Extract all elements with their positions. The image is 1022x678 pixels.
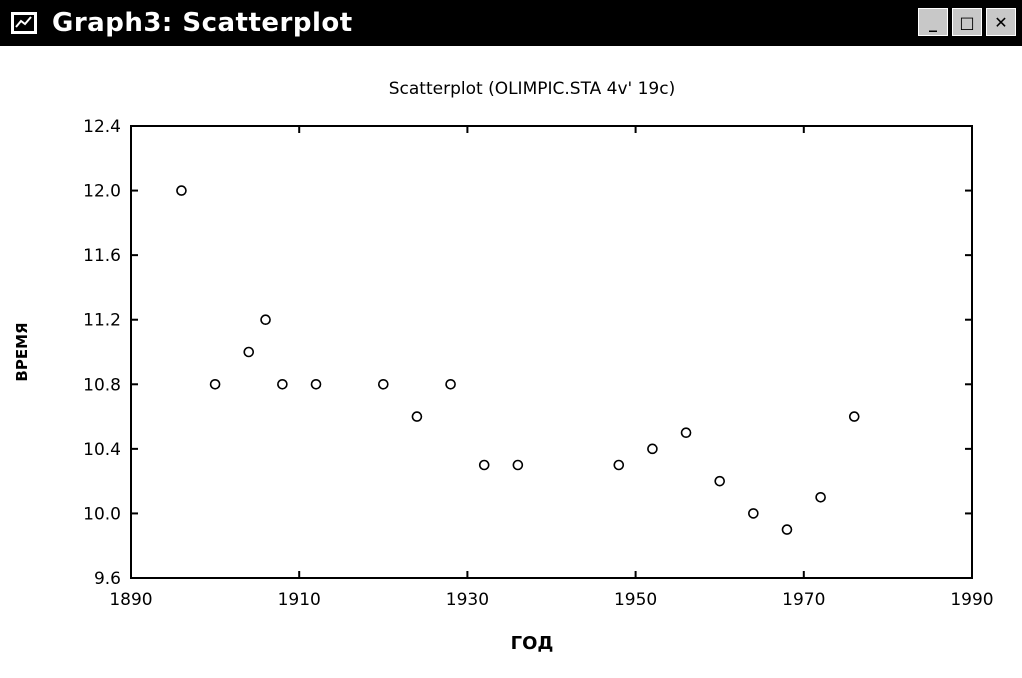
data-point: [377, 378, 389, 390]
data-point: [277, 378, 288, 390]
y-axis: 9.6 10.0 10.4 10.8 11.2 11.6 12.0 12.4: [83, 117, 972, 589]
data-point: [848, 411, 860, 422]
data-point: [478, 459, 490, 471]
y-tick-label: 12.4: [83, 117, 121, 137]
data-point: [445, 378, 456, 390]
data-point: [310, 378, 322, 390]
x-tick-label: 1970: [782, 590, 825, 610]
y-tick-label: 9.6: [94, 569, 121, 589]
chart-title: Scatterplot (OLIMPIC.STA 4v' 19c): [389, 79, 675, 99]
minimize-icon: _: [929, 12, 937, 32]
minimize-button[interactable]: _: [918, 8, 948, 36]
window-controls: _ □ ✕: [918, 8, 1016, 36]
y-tick-label: 10.0: [83, 504, 121, 524]
data-point: [781, 524, 793, 535]
close-button[interactable]: ✕: [986, 8, 1016, 36]
maximize-icon: □: [959, 12, 975, 32]
data-point: [613, 459, 625, 471]
y-tick-label: 10.4: [83, 440, 121, 460]
scatterplot-chart: Scatterplot (OLIMPIC.STA 4v' 19c) 9.6 10.…: [13, 79, 994, 654]
x-tick-label: 1930: [446, 590, 489, 610]
y-tick-label: 11.2: [83, 311, 121, 331]
data-point: [680, 427, 692, 439]
x-tick-label: 1910: [278, 590, 321, 610]
data-point: [512, 459, 524, 471]
window-title: Graph3: Scatterplot: [52, 8, 353, 38]
y-tick-label: 10.8: [83, 375, 121, 395]
data-point: [176, 185, 187, 196]
data-points: [176, 185, 860, 535]
data-point: [209, 378, 221, 390]
data-point: [411, 411, 423, 422]
x-axis-label: ГОД: [511, 633, 554, 654]
x-tick-label: 1990: [950, 590, 993, 610]
x-tick-label: 1890: [109, 590, 152, 610]
maximize-button[interactable]: □: [952, 8, 982, 36]
x-tick-label: 1950: [614, 590, 657, 610]
close-icon: ✕: [994, 12, 1008, 32]
data-point: [815, 491, 826, 503]
data-point: [748, 508, 759, 519]
data-point: [714, 475, 726, 487]
data-point: [260, 314, 271, 326]
graph-app-icon[interactable]: [8, 8, 42, 38]
title-bar[interactable]: Graph3: Scatterplot _ □ ✕: [0, 0, 1022, 46]
data-point: [647, 443, 658, 455]
x-axis: 1890 1910 1930 1950 1970 1990: [109, 126, 994, 610]
y-tick-label: 12.0: [83, 182, 121, 202]
data-point: [243, 346, 255, 358]
y-axis-label: ВРЕМЯ: [13, 322, 31, 381]
chart-area: Scatterplot (OLIMPIC.STA 4v' 19c) 9.6 10.…: [0, 46, 1022, 673]
plot-frame: [130, 125, 973, 579]
y-tick-label: 11.6: [83, 246, 121, 266]
